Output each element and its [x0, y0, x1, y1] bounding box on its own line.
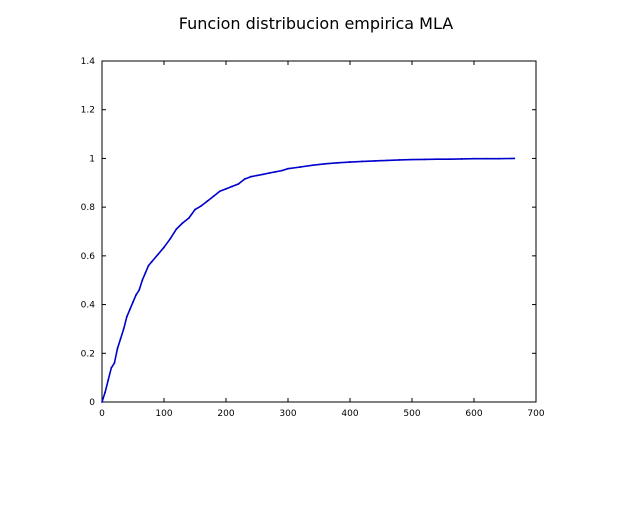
y-axis: 0 0.2 0.4 0.6 0.8 1 1.2 1.4	[81, 57, 536, 408]
ecdf-point	[181, 222, 184, 224]
ecdf-point	[448, 158, 451, 161]
x-tick-label: 400	[341, 409, 358, 419]
ecdf-point	[311, 164, 314, 167]
ecdf-point	[141, 279, 144, 282]
y-tick-label: 0.2	[81, 349, 95, 359]
ecdf-point	[423, 158, 426, 161]
ecdf-point	[104, 391, 106, 394]
ecdf-point	[187, 217, 190, 220]
x-tick-label: 200	[217, 409, 234, 419]
ecdf-point	[147, 264, 150, 267]
x-tick-label: 0	[99, 409, 105, 419]
ecdf-point	[336, 161, 339, 164]
ecdf-point	[274, 170, 277, 173]
ecdf-point	[116, 347, 119, 350]
ecdf-point	[150, 261, 153, 263]
x-tick-label: 500	[403, 409, 420, 419]
series-layer	[101, 157, 516, 403]
ecdf-point	[324, 162, 327, 165]
x-tick-label: 600	[465, 409, 482, 419]
ecdf-point	[243, 178, 246, 181]
ecdf-point	[398, 158, 401, 161]
ecdf-point	[113, 362, 116, 364]
y-tick-label: 0	[89, 398, 95, 408]
ecdf-point	[175, 228, 178, 230]
ecdf-point	[513, 157, 516, 160]
ecdf-point	[231, 185, 234, 188]
ecdf-point	[129, 308, 131, 311]
ecdf-point	[212, 195, 215, 198]
ecdf-point	[169, 237, 172, 240]
ecdf-point	[349, 161, 351, 163]
ecdf-point	[206, 200, 209, 202]
y-tick-label: 1.2	[81, 106, 95, 116]
ecdf-point	[386, 159, 389, 162]
ecdf-point	[163, 246, 165, 249]
chart-title: Funcion distribucion empirica MLA	[178, 14, 454, 33]
y-tick-label: 1.4	[81, 57, 96, 67]
x-tick-label: 700	[527, 409, 544, 419]
ecdf-point	[256, 174, 258, 177]
ecdf-point	[122, 328, 125, 330]
ecdf-point	[225, 187, 227, 190]
ecdf-point	[373, 159, 376, 162]
ecdf-point	[110, 367, 113, 369]
x-tick-label: 100	[155, 409, 172, 419]
ecdf-point	[268, 172, 271, 174]
y-tick-label: 0.8	[81, 203, 96, 213]
ecdf-point	[435, 158, 438, 161]
y-tick-label: 0.4	[81, 301, 96, 311]
ecdf-point	[411, 158, 413, 161]
ecdf-point	[107, 379, 110, 381]
ecdf-point	[473, 157, 475, 160]
ecdf-point	[280, 169, 283, 172]
ecdf-point	[485, 157, 488, 160]
y-tick-label: 0.6	[81, 252, 96, 262]
ecdf-point	[262, 173, 265, 176]
ecdf-point	[132, 301, 134, 304]
ecdf-point	[249, 175, 252, 178]
ecdf-point	[299, 166, 302, 168]
ecdf-point	[200, 205, 203, 207]
ecdf-point	[144, 272, 147, 274]
ecdf-point	[361, 160, 364, 163]
ecdf-point	[194, 208, 196, 211]
ecdf-point	[119, 337, 122, 340]
ecdf-point	[237, 183, 240, 185]
ecdf-line	[101, 157, 515, 403]
x-tick-label: 300	[279, 409, 296, 419]
y-tick-label: 1	[89, 154, 95, 164]
plot-frame	[101, 60, 537, 403]
ecdf-point	[138, 289, 141, 291]
ecdf-point	[460, 158, 463, 160]
ecdf-point	[218, 190, 221, 193]
ecdf-point	[497, 157, 500, 160]
x-axis: 0 100 200 300 400 500 600 700	[99, 61, 545, 419]
ecdf-point	[135, 293, 138, 296]
ecdf-point	[125, 315, 128, 318]
ecdf-point	[287, 167, 289, 170]
ecdf-point	[156, 253, 159, 256]
ecdf-point	[101, 401, 103, 403]
